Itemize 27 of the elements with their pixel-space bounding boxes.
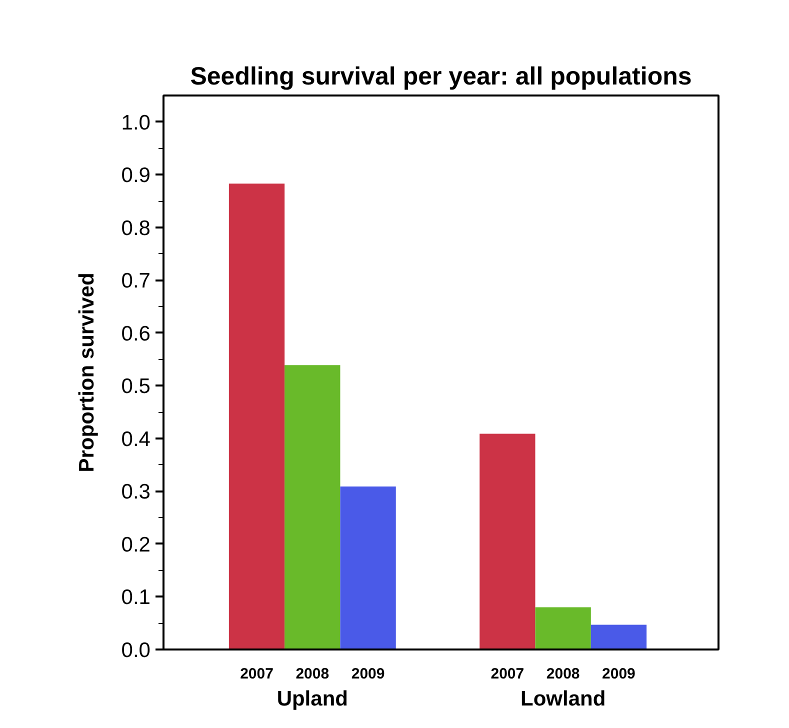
series-label: 2009	[351, 666, 385, 682]
y-tick-label: 0.8	[121, 216, 151, 240]
bar	[284, 365, 340, 650]
y-tick-label: 0.4	[121, 428, 151, 451]
y-tick-label: 0.9	[121, 164, 151, 188]
y-tick-label: 0.1	[121, 586, 151, 610]
series-label: 2008	[296, 666, 330, 682]
bar	[228, 184, 285, 650]
bar	[590, 624, 647, 650]
x-tick-label: Lowland	[520, 688, 606, 710]
y-tick-label: 0.0	[121, 639, 151, 662]
y-axis-title: Proportion survived	[75, 272, 98, 472]
text: 2008	[546, 666, 580, 682]
y-tick-label: 0.6	[121, 322, 151, 346]
text: 2009	[602, 666, 636, 682]
bar	[480, 434, 536, 650]
chart-title: Seedling survival per year: all populations	[190, 62, 692, 90]
y-tick-label: 0.5	[121, 375, 151, 398]
y-tick-label: 0.2	[121, 533, 151, 556]
text: 2007	[490, 666, 524, 682]
x-tick-label: Upland	[276, 688, 348, 710]
y-tick-label: 1.0	[121, 111, 151, 134]
bar	[340, 486, 396, 650]
y-tick-label: 0.7	[121, 270, 151, 293]
y-tick-label: 0.3	[121, 480, 151, 504]
series-label: 2007	[240, 666, 274, 682]
bar	[535, 607, 591, 650]
